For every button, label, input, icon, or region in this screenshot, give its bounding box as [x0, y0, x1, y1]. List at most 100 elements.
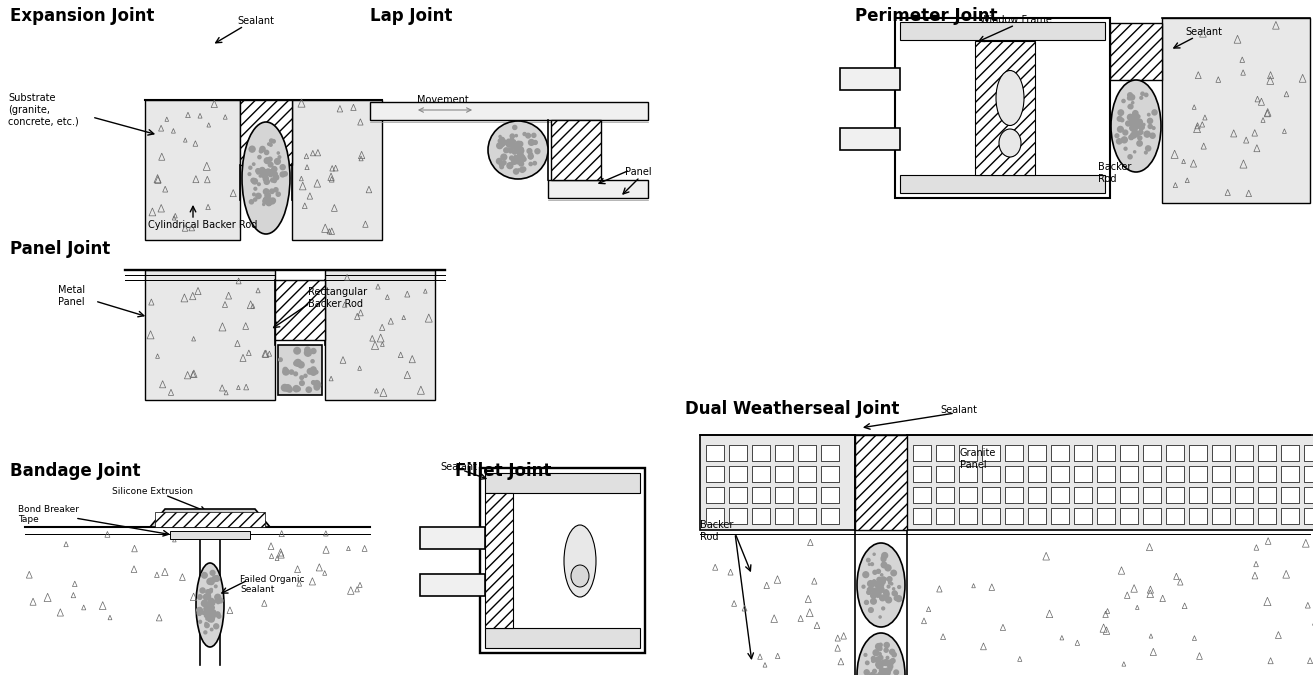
Circle shape [1138, 124, 1144, 129]
Bar [913, 508, 931, 524]
Circle shape [878, 643, 882, 647]
Circle shape [863, 585, 865, 588]
Circle shape [209, 604, 211, 606]
Circle shape [1140, 97, 1142, 99]
Circle shape [204, 631, 207, 634]
Circle shape [198, 620, 202, 623]
Circle shape [892, 570, 897, 576]
Bar [1074, 487, 1092, 503]
Circle shape [871, 586, 873, 589]
Bar [1190, 508, 1207, 524]
Bar [1004, 487, 1023, 503]
Circle shape [209, 600, 215, 605]
Circle shape [1123, 130, 1128, 135]
Circle shape [210, 570, 215, 575]
Circle shape [500, 165, 503, 169]
Circle shape [261, 173, 265, 177]
Bar [1120, 466, 1138, 482]
Text: Fillet Joint: Fillet Joint [456, 462, 551, 480]
Circle shape [269, 139, 273, 142]
Circle shape [205, 614, 207, 618]
Bar [1096, 445, 1115, 461]
Circle shape [878, 580, 882, 585]
Bar [1212, 508, 1230, 524]
Circle shape [257, 183, 260, 186]
Bar [1236, 445, 1253, 461]
Circle shape [264, 197, 268, 202]
Text: Cylindrical Backer Rod: Cylindrical Backer Rod [148, 220, 257, 230]
Circle shape [890, 649, 894, 655]
Circle shape [876, 657, 881, 662]
Circle shape [885, 592, 889, 597]
Circle shape [885, 565, 892, 571]
Circle shape [272, 167, 277, 171]
Circle shape [298, 362, 305, 368]
Circle shape [314, 371, 318, 374]
Circle shape [253, 198, 257, 201]
Circle shape [533, 161, 537, 165]
Ellipse shape [999, 129, 1022, 157]
Text: Sealant: Sealant [1186, 27, 1222, 37]
Circle shape [880, 673, 885, 675]
Circle shape [207, 578, 213, 585]
Circle shape [1134, 135, 1136, 137]
Circle shape [214, 624, 219, 629]
Circle shape [881, 557, 886, 562]
Circle shape [1117, 116, 1123, 121]
Bar [1074, 445, 1092, 461]
Circle shape [1138, 132, 1140, 134]
Circle shape [507, 139, 511, 144]
Circle shape [880, 662, 884, 666]
Bar [1120, 487, 1138, 503]
Circle shape [1138, 130, 1142, 134]
Circle shape [1130, 132, 1137, 138]
Circle shape [206, 615, 210, 619]
Circle shape [884, 659, 889, 666]
Bar [936, 508, 955, 524]
Bar [706, 445, 723, 461]
Circle shape [888, 665, 890, 667]
Circle shape [499, 136, 502, 138]
Ellipse shape [488, 121, 548, 179]
Circle shape [1116, 138, 1121, 144]
Circle shape [204, 594, 210, 600]
Circle shape [1128, 105, 1133, 109]
Circle shape [1117, 126, 1123, 132]
Circle shape [210, 612, 213, 615]
Bar [1190, 487, 1207, 503]
Bar [1004, 466, 1023, 482]
Circle shape [210, 605, 213, 608]
Circle shape [868, 588, 871, 591]
Bar [700, 435, 855, 530]
Circle shape [210, 628, 213, 630]
Bar [706, 487, 723, 503]
Circle shape [259, 175, 261, 177]
Circle shape [519, 161, 524, 166]
Circle shape [1128, 92, 1132, 97]
Text: Metal
Panel: Metal Panel [58, 285, 85, 306]
Circle shape [264, 177, 268, 181]
Circle shape [213, 576, 218, 581]
Bar [155, 512, 265, 527]
Circle shape [1141, 92, 1144, 95]
Circle shape [867, 591, 871, 594]
Bar [700, 534, 855, 675]
Bar [1144, 445, 1161, 461]
Circle shape [520, 153, 523, 155]
Circle shape [1140, 125, 1145, 130]
Bar [1236, 487, 1253, 503]
Bar [798, 487, 815, 503]
Bar [1050, 508, 1069, 524]
Circle shape [209, 598, 214, 604]
Circle shape [197, 608, 202, 613]
Circle shape [874, 658, 878, 662]
Circle shape [305, 347, 310, 352]
Ellipse shape [242, 122, 290, 234]
Circle shape [880, 671, 885, 675]
Circle shape [516, 148, 521, 153]
Bar [1028, 487, 1046, 503]
Circle shape [871, 593, 876, 598]
Circle shape [285, 385, 291, 391]
Circle shape [263, 199, 268, 203]
Circle shape [1133, 123, 1138, 128]
